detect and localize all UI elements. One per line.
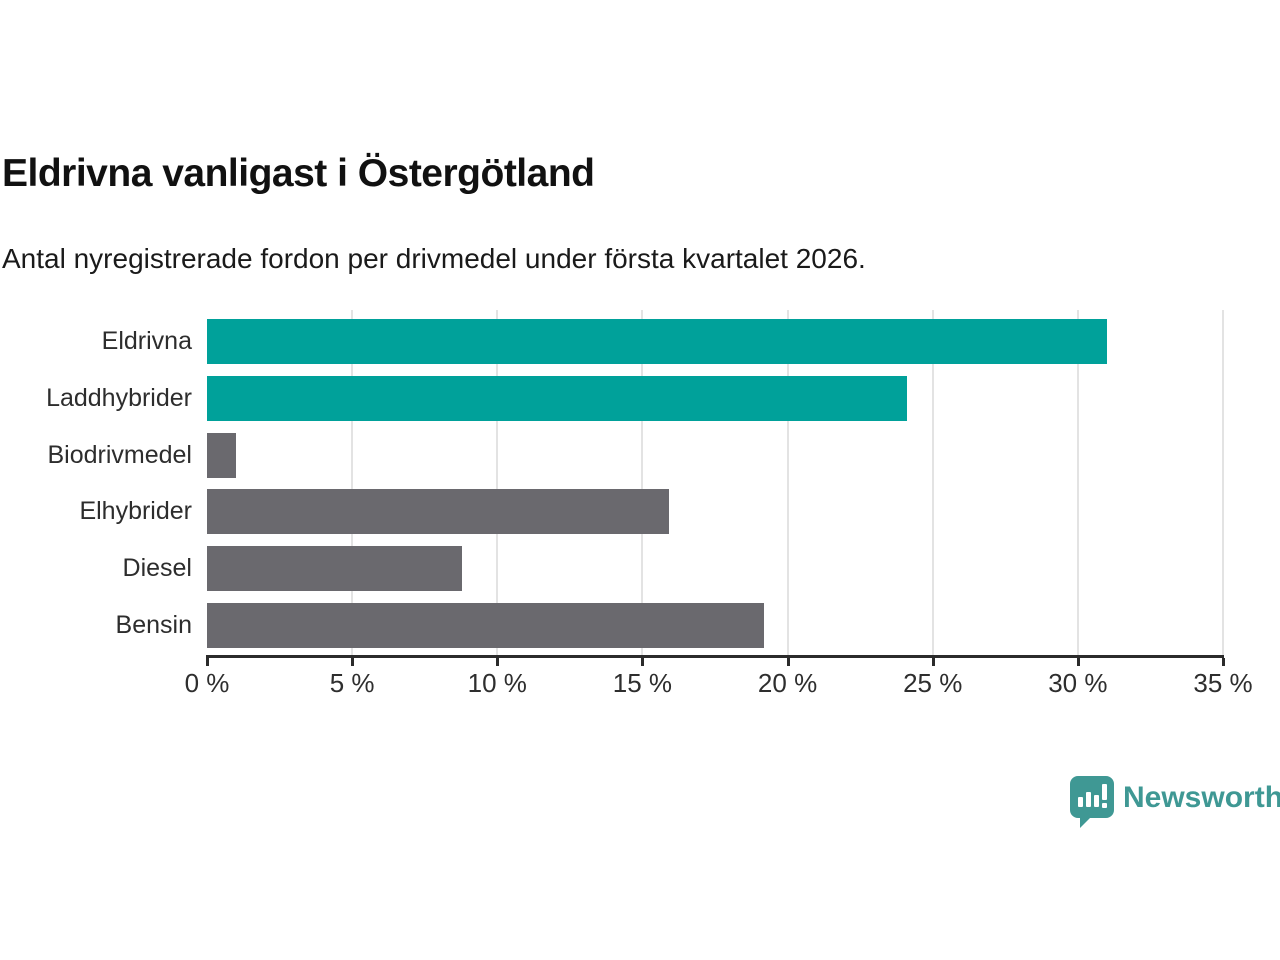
gridline-10	[496, 310, 499, 655]
x-axis-line	[206, 655, 1224, 658]
category-axis-labels: Eldrivna Laddhybrider Biodrivmedel Elhybrid…	[0, 310, 192, 655]
newsworthy-speech-bubble-chart-icon	[1070, 776, 1114, 828]
chart-title: Eldrivna vanligast i Östergötland	[2, 152, 595, 195]
x-axis-tick-0	[206, 658, 209, 666]
category-label-laddhybrider: Laddhybrider	[46, 383, 192, 412]
chart-subtitle: Antal nyregistrerade fordon per drivmede…	[2, 243, 866, 274]
brand-logo: Newsworthy	[1070, 776, 1280, 828]
category-label-bensin: Bensin	[115, 611, 192, 639]
x-axis-tick-25	[931, 658, 935, 666]
category-label-biodrivmedel: Biodrivmedel	[47, 440, 192, 469]
category-label-diesel: Diesel	[122, 554, 192, 583]
gridline-30	[1076, 310, 1079, 655]
x-axis-tick-label-25: 25 %	[903, 668, 963, 698]
brand-name: Newsworthy	[1123, 781, 1280, 814]
bar-eldrivna	[207, 319, 1107, 364]
gridline-20	[786, 310, 789, 655]
x-axis-tick-label-10: 10 %	[467, 668, 527, 698]
gridline-15	[641, 310, 644, 655]
category-label-elhybrider: Elhybrider	[79, 497, 192, 526]
x-axis-tick-5	[351, 658, 355, 666]
x-axis-tick-30	[1076, 658, 1080, 666]
gridline-5	[351, 310, 354, 655]
x-axis-tick-label-15: 15 %	[612, 668, 673, 698]
bar-diesel	[207, 546, 463, 592]
x-axis-tick-35	[1222, 658, 1225, 666]
x-axis-tick-label-35: 35 %	[1193, 668, 1253, 698]
bar-laddhybrider	[207, 375, 907, 421]
x-axis-tick-10	[496, 658, 500, 666]
x-axis-tick-20	[786, 658, 790, 666]
gridline-35	[1222, 310, 1224, 655]
bar-bensin	[207, 603, 765, 648]
gridline-25	[931, 310, 934, 655]
x-axis-tick-label-0: 0 %	[184, 668, 230, 698]
plot-area	[207, 310, 1224, 655]
x-axis-tick-label-30: 30 %	[1048, 668, 1108, 698]
category-label-eldrivna: Eldrivna	[101, 327, 192, 355]
bar-biodrivmedel	[207, 432, 237, 478]
x-axis-tick-15	[641, 658, 645, 666]
x-axis-tick-label-5: 5 %	[329, 668, 375, 698]
x-axis-tick-label-20: 20 %	[757, 668, 818, 698]
bar-elhybrider	[207, 489, 669, 535]
